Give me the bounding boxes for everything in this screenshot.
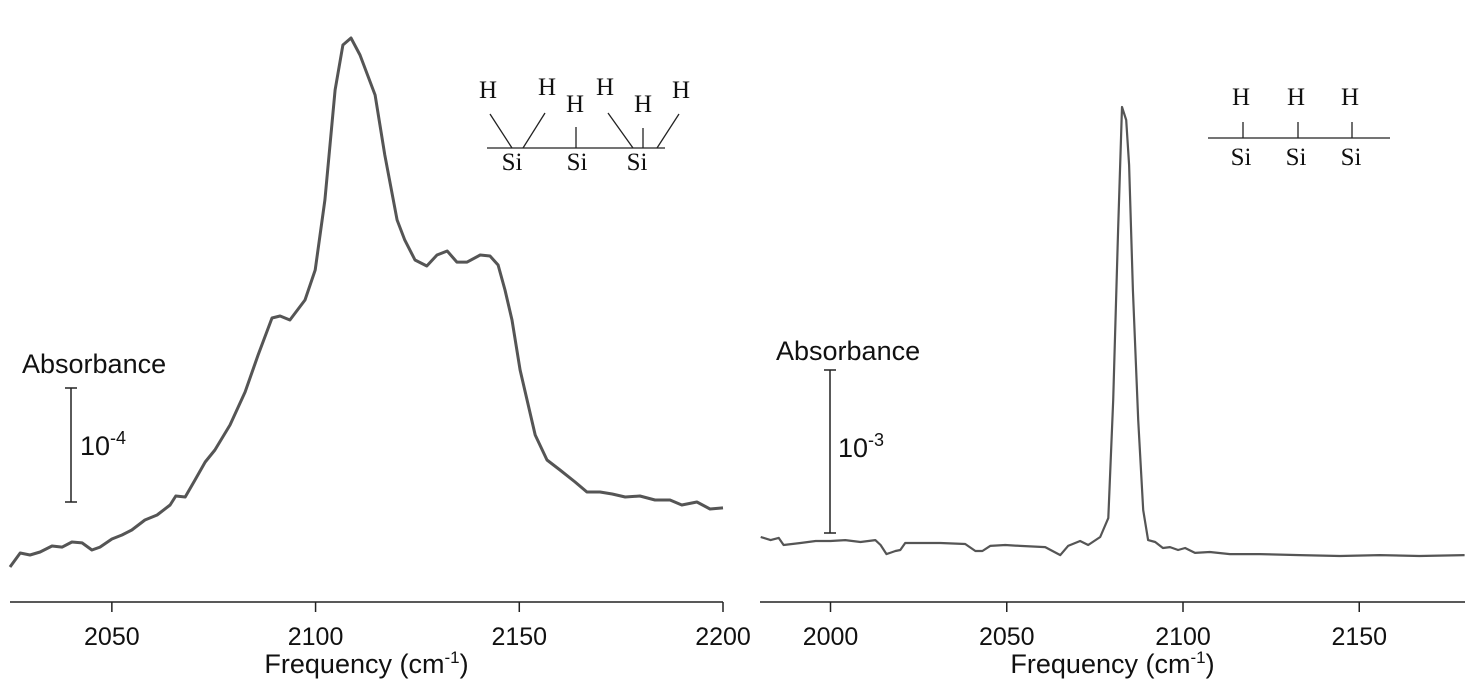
scale-exponent: -3 — [868, 430, 884, 450]
hydrogen-atom: H — [634, 91, 652, 118]
scale-bar-value: 10-4 — [80, 428, 126, 461]
panel: 2000 2050 2100 2150 Frequency (cm-1) Absorban… — [760, 84, 1465, 679]
hydrogen-atom: H — [1232, 84, 1250, 111]
x-tick-label: 2100 — [288, 623, 344, 651]
hydrogen-atom: H — [566, 91, 584, 118]
hydrogen-atom: H — [1287, 84, 1305, 111]
x-axis-title-close: ) — [460, 649, 469, 679]
silicon-atom: Si — [502, 149, 523, 176]
x-tick-label: 2150 — [1331, 623, 1387, 651]
scale-base: 10 — [838, 433, 868, 463]
x-axis-title-text: Frequency (cm — [264, 649, 444, 679]
x-axis-title: Frequency (cm-1) — [264, 648, 468, 679]
silicon-atom: Si — [1286, 144, 1307, 171]
x-axis-title-sup: -1 — [444, 648, 459, 667]
silicon-atom: Si — [567, 149, 588, 176]
spectrum-line — [8, 36, 724, 568]
x-axis-title-text: Frequency (cm — [1010, 649, 1190, 679]
scale-base: 10 — [80, 431, 110, 461]
x-axis-title: Frequency (cm-1) — [1010, 648, 1214, 679]
hydrogen-atom: H — [1341, 84, 1359, 111]
silicon-atom: Si — [1341, 144, 1362, 171]
x-tick-label: 2050 — [979, 623, 1035, 651]
x-tick-label: 2050 — [84, 623, 140, 651]
hydrogen-atom: H — [672, 77, 690, 104]
silicon-atom: Si — [1231, 144, 1252, 171]
scale-bar-title: Absorbance — [22, 349, 166, 379]
scale-bar-title: Absorbance — [776, 336, 920, 366]
hydrogen-atom: H — [479, 77, 497, 104]
x-axis-title-sup: -1 — [1190, 648, 1205, 667]
silicon-atom: Si — [627, 149, 648, 176]
spectrum-line — [760, 105, 1465, 558]
hydrogen-atom: H — [538, 74, 556, 101]
x-tick-label: 2150 — [491, 623, 547, 651]
x-tick-label: 2000 — [803, 623, 859, 651]
scale-exponent: -4 — [110, 428, 126, 448]
x-tick-label: 2200 — [695, 623, 751, 651]
panel: 2050 2100 2150 2200 Frequency (cm-1) Absorban… — [8, 36, 751, 679]
x-tick-label: 2100 — [1155, 623, 1211, 651]
structure-bond — [489, 113, 513, 149]
hydrogen-atom: H — [596, 74, 614, 101]
structure-bond — [656, 113, 680, 149]
x-axis-title-close: ) — [1206, 649, 1215, 679]
structure-bond — [607, 112, 634, 149]
structure-bond — [522, 112, 546, 149]
scale-bar-value: 10-3 — [838, 430, 884, 463]
